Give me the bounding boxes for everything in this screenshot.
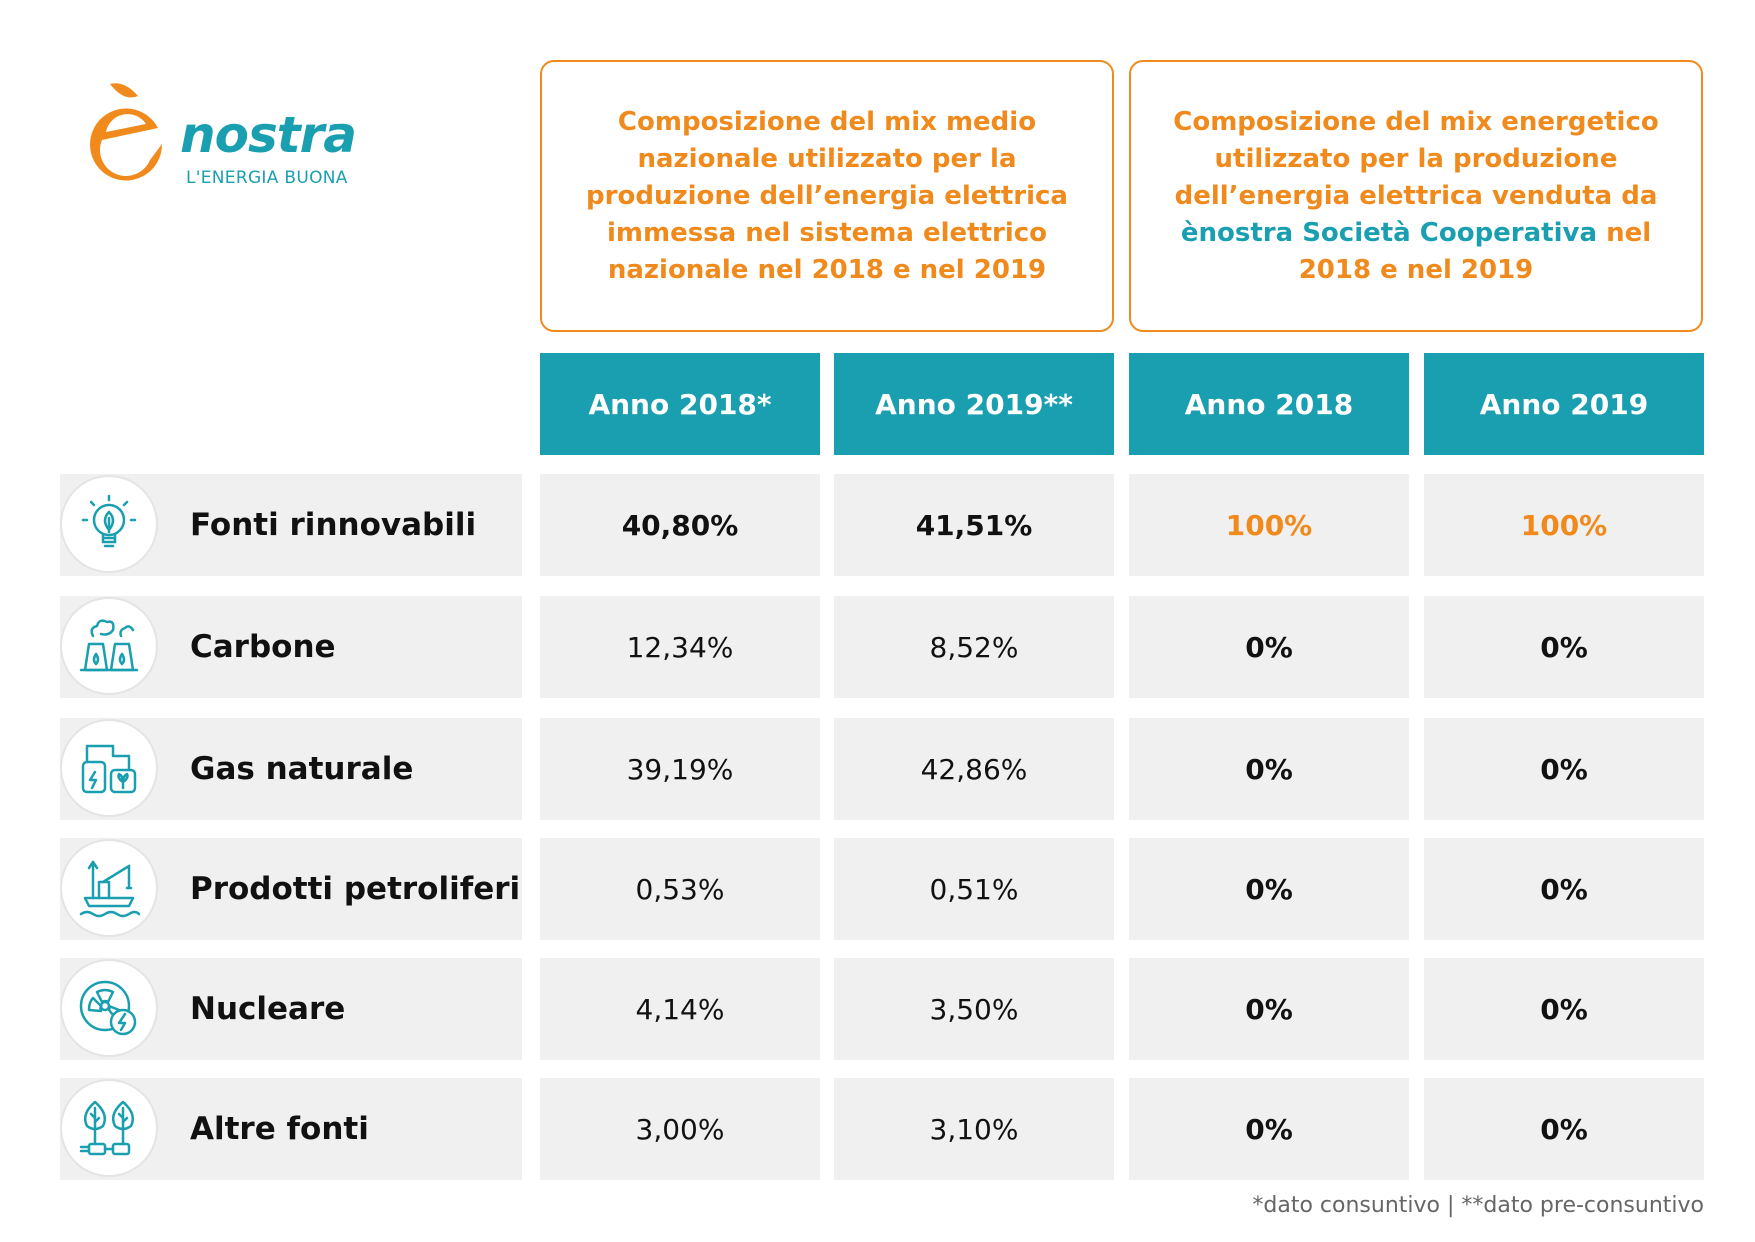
- value-2019-enostra: 100%: [1424, 474, 1704, 576]
- coal-plant-icon: [60, 597, 158, 695]
- value-2018-enostra: 0%: [1129, 838, 1409, 940]
- value-2018-national: 12,34%: [540, 596, 820, 698]
- value-2019-enostra: 0%: [1424, 718, 1704, 820]
- value-2019-enostra: 0%: [1424, 596, 1704, 698]
- enostra-mix-title: Composizione del mix energetico utilizza…: [1155, 104, 1677, 289]
- column-header-2019-enostra: Anno 2019: [1424, 353, 1704, 455]
- value-2018-national: 3,00%: [540, 1078, 820, 1180]
- value-2019-national: 41,51%: [834, 474, 1114, 576]
- enostra-logo: nostra L'ENERGIA BUONA: [80, 80, 370, 190]
- national-mix-box: Composizione del mix medio nazionale uti…: [540, 60, 1114, 332]
- value-2019-national: 3,50%: [834, 958, 1114, 1060]
- value-2018-national: 4,14%: [540, 958, 820, 1060]
- value-2018-national: 40,80%: [540, 474, 820, 576]
- footnote: *dato consuntivo | **dato pre-consuntivo: [1252, 1193, 1704, 1218]
- lightbulb-leaf-icon: [60, 475, 158, 573]
- enostra-mix-box: Composizione del mix energetico utilizza…: [1129, 60, 1703, 332]
- value-2018-enostra: 0%: [1129, 1078, 1409, 1180]
- value-2019-enostra: 0%: [1424, 1078, 1704, 1180]
- logo-e-mark: [90, 83, 163, 181]
- value-2019-national: 3,10%: [834, 1078, 1114, 1180]
- row-name: Carbone: [190, 629, 336, 665]
- gas-plant-icon: [60, 719, 158, 817]
- enostra-mix-title-pre: Composizione del mix energetico utilizza…: [1173, 106, 1659, 211]
- row-label-altre-fonti: Altre fonti: [60, 1078, 522, 1180]
- value-2018-enostra: 100%: [1129, 474, 1409, 576]
- logo-word: nostra: [180, 106, 357, 164]
- row-label-gas-naturale: Gas naturale: [60, 718, 522, 820]
- row-label-nucleare: Nucleare: [60, 958, 522, 1060]
- oil-rig-icon: [60, 839, 158, 937]
- row-name: Altre fonti: [190, 1111, 369, 1147]
- row-name: Nucleare: [190, 991, 346, 1027]
- national-mix-title: Composizione del mix medio nazionale uti…: [586, 106, 1068, 285]
- row-label-prodotti-petroliferi: Prodotti petroliferi: [60, 838, 522, 940]
- column-header-2019-national: Anno 2019**: [834, 353, 1114, 455]
- leaves-plug-icon: [60, 1079, 158, 1177]
- logo-tagline: L'ENERGIA BUONA: [186, 168, 348, 188]
- row-name: Fonti rinnovabili: [190, 507, 477, 543]
- value-2019-enostra: 0%: [1424, 958, 1704, 1060]
- row-name: Prodotti petroliferi: [190, 871, 521, 907]
- value-2018-national: 39,19%: [540, 718, 820, 820]
- row-name: Gas naturale: [190, 751, 414, 787]
- row-label-carbone: Carbone: [60, 596, 522, 698]
- value-2018-national: 0,53%: [540, 838, 820, 940]
- value-2019-enostra: 0%: [1424, 838, 1704, 940]
- value-2018-enostra: 0%: [1129, 718, 1409, 820]
- enostra-company-name: ènostra Società Cooperativa: [1180, 217, 1598, 248]
- value-2018-enostra: 0%: [1129, 596, 1409, 698]
- value-2019-national: 8,52%: [834, 596, 1114, 698]
- enostra-mix-title-post: nel 2018 e nel 2019: [1298, 217, 1652, 285]
- value-2018-enostra: 0%: [1129, 958, 1409, 1060]
- column-header-2018-national: Anno 2018*: [540, 353, 820, 455]
- value-2019-national: 0,51%: [834, 838, 1114, 940]
- row-label-fonti-rinnovabili: Fonti rinnovabili: [60, 474, 522, 576]
- nuclear-icon: [60, 959, 158, 1057]
- value-2019-national: 42,86%: [834, 718, 1114, 820]
- column-header-2018-enostra: Anno 2018: [1129, 353, 1409, 455]
